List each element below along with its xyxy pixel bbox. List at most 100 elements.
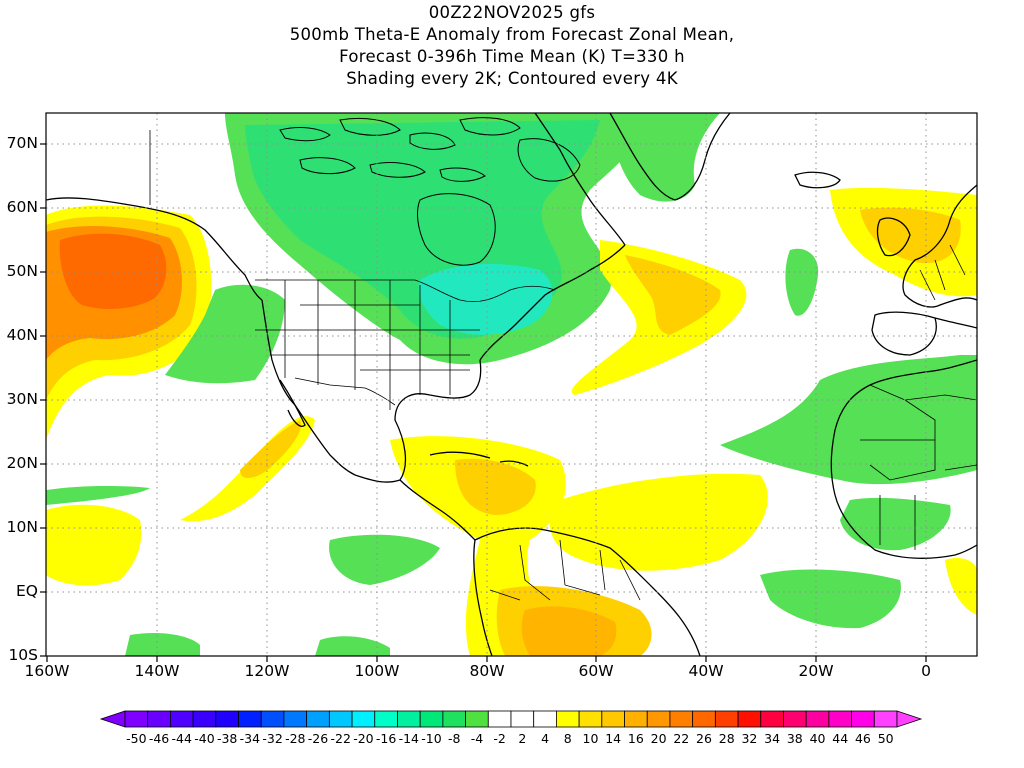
island-5 <box>299 157 356 175</box>
coast-iceland <box>794 171 841 189</box>
lat-label-10n: 10N <box>6 518 38 536</box>
coast-baja <box>279 379 306 427</box>
coast-alaska <box>46 197 263 301</box>
shade-east-pacific-cool-strip <box>46 485 150 505</box>
color-scale-cell <box>170 710 194 728</box>
color-scale-cell <box>624 710 648 728</box>
color-scale-label: -32 <box>262 731 283 746</box>
color-scale-label: -28 <box>285 731 306 746</box>
lon-label-100w: 100W <box>354 662 400 680</box>
color-scale-cell <box>238 710 262 728</box>
color-scale-label: 38 <box>786 731 803 746</box>
coast-south-america-west <box>473 539 493 656</box>
color-scale-cell <box>533 710 557 728</box>
map-title: 00Z22NOV2025 gfs 500mb Theta-E Anomaly f… <box>0 2 1024 90</box>
island-6 <box>369 162 426 178</box>
shade-north-pacific-core <box>59 233 167 310</box>
coast-us-east <box>479 244 626 361</box>
coast-gulf <box>354 359 482 483</box>
anomaly-shading <box>46 113 977 656</box>
color-scale-cell <box>374 710 398 728</box>
color-scale-cell <box>873 710 898 728</box>
baffin-island <box>517 138 581 182</box>
color-scale-label: -8 <box>448 731 461 746</box>
map-frame <box>45 112 978 657</box>
shade-south-america-orange <box>521 606 617 656</box>
color-scale-cell <box>601 710 625 728</box>
title-forecast-period: Forecast 0-396h Time Mean (K) T=330 h <box>339 47 685 66</box>
color-scale-label: -40 <box>194 731 215 746</box>
color-scale-cell <box>760 710 784 728</box>
lon-label-120w: 120W <box>244 662 290 680</box>
title-variable: 500mb Theta-E Anomaly from Forecast Zona… <box>289 25 735 44</box>
color-scale-label: 20 <box>650 731 667 746</box>
lat-lon-grid <box>46 113 977 656</box>
lat-label-20n: 20N <box>6 454 38 472</box>
shade-north-africa-cool <box>720 355 977 485</box>
color-scale-cell <box>578 710 603 728</box>
shade-west-us-cool <box>165 284 285 384</box>
border-us-mexico <box>294 377 396 406</box>
island-3 <box>409 132 456 150</box>
color-scale-cell <box>828 710 852 728</box>
color-scale-label: -50 <box>126 731 147 746</box>
coast-mediterranean <box>934 317 977 329</box>
arctic-islands <box>279 117 581 266</box>
color-scale-cell <box>192 710 217 728</box>
color-scale-label: -38 <box>216 731 238 746</box>
color-scale-label: -2 <box>493 731 506 746</box>
color-scale-label: -16 <box>375 731 397 746</box>
color-scale-right-arrow <box>896 710 923 728</box>
coast-central-america <box>399 479 476 541</box>
color-scale-cell <box>714 710 739 728</box>
color-scale-label: 40 <box>809 731 826 746</box>
lat-label-70n: 70N <box>6 134 38 152</box>
coast-iberia <box>871 311 937 356</box>
color-scale-cell <box>260 710 285 728</box>
coast-europe <box>902 184 977 308</box>
color-scale-label: 16 <box>627 731 644 746</box>
color-scale-cell <box>397 710 421 728</box>
color-scale-label: -4 <box>470 731 484 746</box>
shade-greenland-cool <box>610 113 720 202</box>
color-scale-cell <box>556 710 580 728</box>
color-scale-label: -26 <box>307 731 329 746</box>
shade-great-lakes-aqua <box>418 264 553 335</box>
color-scale-label: 50 <box>877 731 894 746</box>
color-scale-cell <box>805 710 830 728</box>
color-scale-label: 22 <box>673 731 690 746</box>
color-scale-cell <box>215 710 239 728</box>
border-africa-countries <box>860 384 977 550</box>
color-scale-cell <box>306 710 330 728</box>
color-scale-label: 14 <box>605 731 622 746</box>
color-scale-cell <box>283 710 308 728</box>
color-scale-cell <box>465 710 489 728</box>
island-1 <box>279 127 331 142</box>
shade-caribbean-gold <box>455 458 536 515</box>
color-scale-cell <box>419 710 444 728</box>
color-scale-cell <box>147 710 171 728</box>
border-europe-countries <box>919 244 966 301</box>
color-scale-cell <box>737 710 762 728</box>
lon-label-140w: 140W <box>134 662 180 680</box>
coast-south-america <box>474 527 701 656</box>
color-scale-label: 26 <box>696 731 712 746</box>
color-scale-label: 10 <box>582 731 599 746</box>
coast-british-isles <box>876 217 911 257</box>
shade-west-africa-cool <box>840 497 951 551</box>
lat-label-60n: 60N <box>6 198 38 216</box>
color-scale-label: -46 <box>148 731 170 746</box>
color-scale-label: 44 <box>832 731 849 746</box>
shade-equatorial-cool-2 <box>315 636 390 656</box>
color-scale-label: 34 <box>764 731 781 746</box>
color-scale-label: -44 <box>171 731 192 746</box>
shade-equatorial-cool-1 <box>125 633 200 656</box>
color-scale-cell <box>646 710 671 728</box>
lat-label-10s: 10S <box>8 646 38 664</box>
color-scale-label: 46 <box>854 731 871 746</box>
title-shading-note: Shading every 2K; Contoured every 4K <box>346 69 678 88</box>
color-scale-cell <box>328 710 353 728</box>
lat-label-50n: 50N <box>6 262 38 280</box>
shade-atlantic-warm-core <box>625 255 721 335</box>
color-scale-label: 2 <box>518 731 527 746</box>
